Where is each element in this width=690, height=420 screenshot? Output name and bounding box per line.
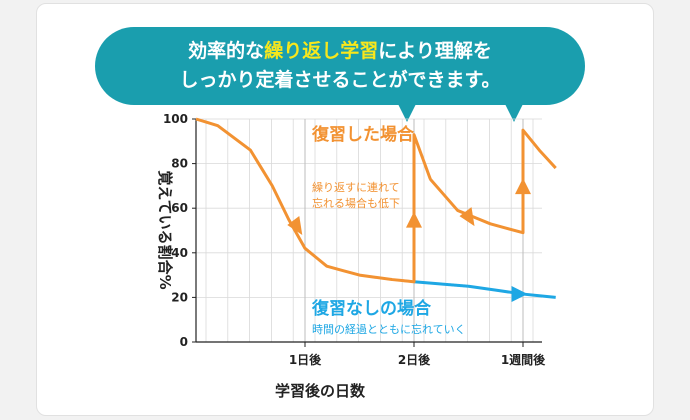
bubble-pointer-right	[505, 104, 523, 122]
y-tick-label: 20	[171, 290, 188, 304]
y-tick-label: 80	[171, 157, 188, 171]
not-reviewed-line	[413, 280, 556, 299]
headline-line2: しっかり定着させることができます。	[179, 68, 500, 91]
reviewed-decline-arrow-2	[459, 207, 475, 227]
reviewed-line	[195, 117, 557, 284]
x-axis-title: 学習後の日数	[275, 382, 366, 400]
y-tick-label: 60	[171, 201, 188, 215]
review-boost-arrow-1	[406, 211, 422, 228]
review-boost-arrow-2	[515, 178, 531, 195]
y-tick-label: 40	[171, 246, 188, 260]
headline-line1-before: 効率的な	[188, 39, 264, 62]
series	[195, 117, 557, 303]
y-tick-label: 100	[163, 112, 188, 126]
headline-emphasis: 繰り返し学習	[264, 39, 378, 62]
not-reviewed-series-note: 時間の経過とともに忘れていく	[312, 322, 466, 336]
headline-bubble: 効率的な繰り返し学習により理解を しっかり定着させることができます。	[95, 27, 585, 122]
axes: 0 20 40 60 80 100 1日後 2日後 1週間後	[163, 112, 546, 367]
x-tick-label: 1週間後	[501, 352, 546, 367]
not-reviewed-series-label: 復習なしの場合	[311, 298, 432, 319]
y-axis-title: 覚えている割合%	[156, 170, 174, 289]
headline-line1: 効率的な繰り返し学習により理解を	[188, 39, 492, 62]
bubble-pointer-left	[398, 104, 416, 122]
reviewed-series-note-line1: 繰り返すに連れて	[312, 180, 400, 194]
y-tick-label: 0	[180, 335, 188, 349]
x-tick-label: 2日後	[398, 352, 431, 367]
reviewed-decline-arrow-1	[287, 216, 303, 236]
reviewed-series-note-line2: 忘れる場合も低下	[312, 196, 400, 210]
headline-line1-after: により理解を	[378, 39, 492, 62]
x-tick-label: 1日後	[289, 352, 322, 367]
not-reviewed-arrow	[511, 286, 528, 303]
bubble-body	[95, 27, 585, 105]
reviewed-series-label: 復習した場合	[311, 124, 415, 145]
